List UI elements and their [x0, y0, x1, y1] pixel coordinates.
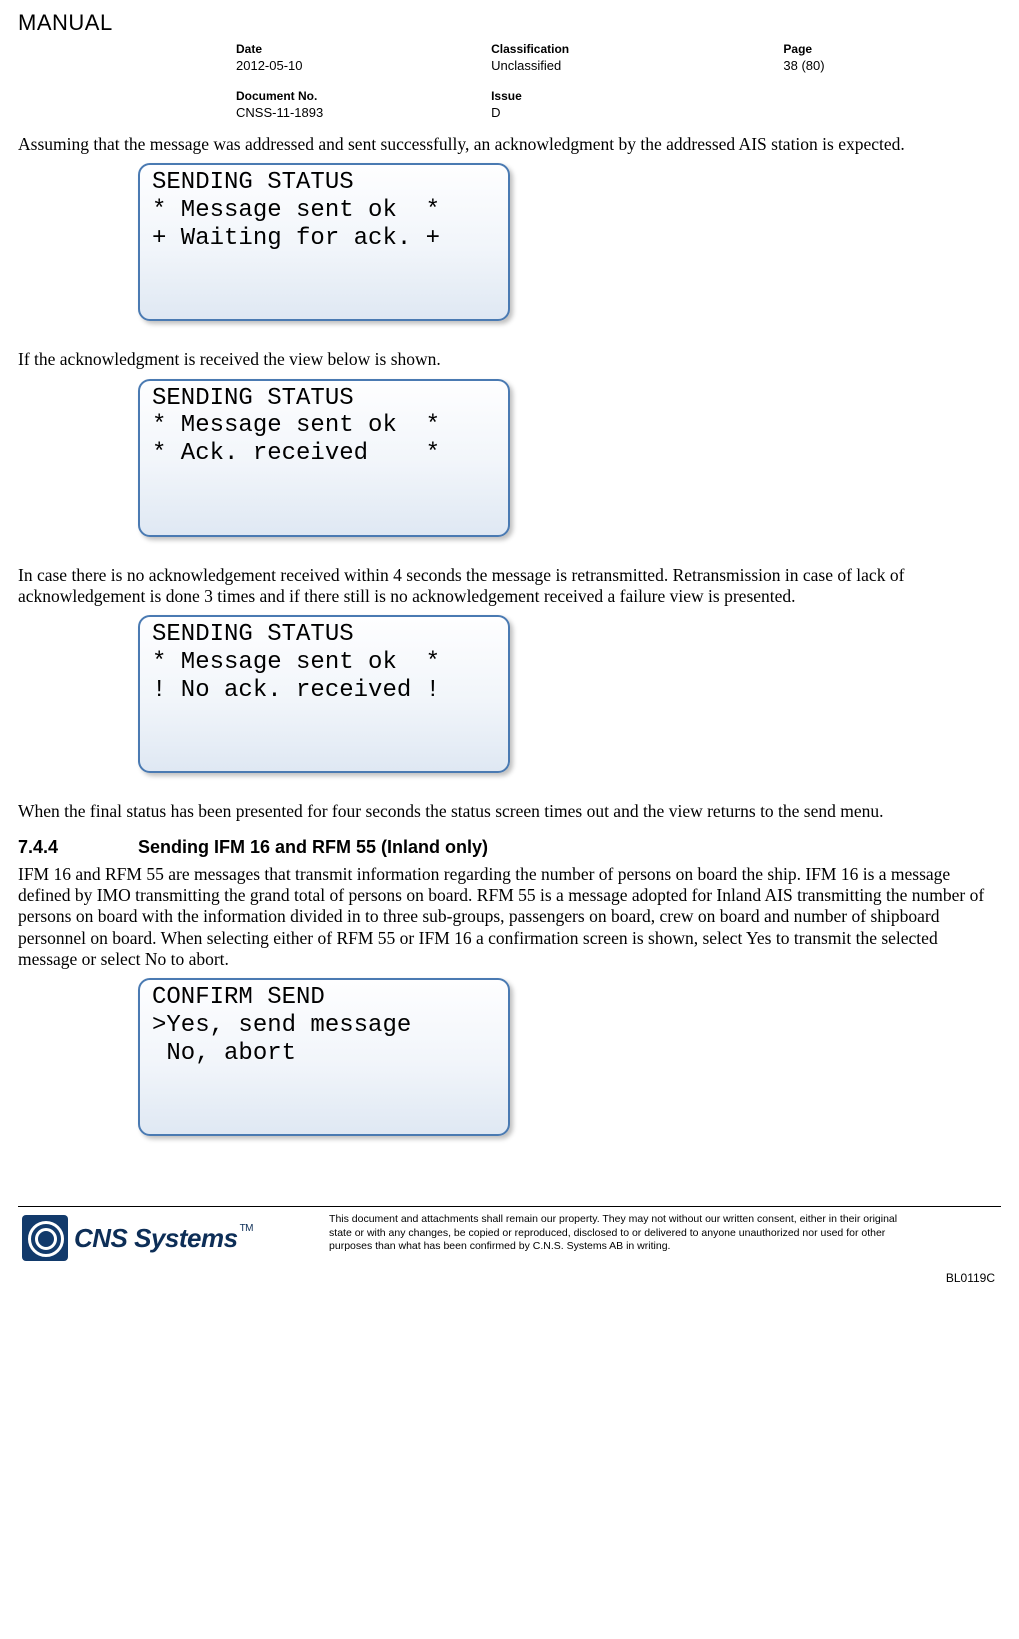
date-label: Date [236, 42, 491, 58]
section-number: 7.4.4 [18, 837, 138, 858]
section-title: Sending IFM 16 and RFM 55 (Inland only) [138, 837, 488, 858]
date-value: 2012-05-10 [236, 58, 491, 75]
lcd-screen-waiting-ack: SENDING STATUS * Message sent ok * + Wai… [138, 163, 510, 321]
document-no-value: CNSS-11-1893 [236, 105, 491, 122]
company-logo: CNS SystemsTM [18, 1213, 257, 1263]
page-footer: CNS SystemsTM This document and attachme… [18, 1213, 1001, 1269]
paragraph-no-ack: In case there is no acknowledgement rece… [18, 565, 1001, 608]
paragraph-ack-received: If the acknowledgment is received the vi… [18, 349, 1001, 370]
footer-document-code: BL0119C [18, 1269, 1001, 1295]
document-no-label: Document No. [236, 75, 491, 105]
logo-icon [22, 1215, 68, 1261]
footer-separator [18, 1206, 1001, 1207]
issue-value: D [491, 105, 783, 122]
lcd-screen-ack-received: SENDING STATUS * Message sent ok * * Ack… [138, 379, 510, 537]
trademark-symbol: TM [240, 1223, 253, 1234]
page-value: 38 (80) [783, 58, 996, 75]
paragraph-ifm-rfm: IFM 16 and RFM 55 are messages that tran… [18, 864, 1001, 971]
paragraph-timeout: When the final status has been presented… [18, 801, 1001, 822]
page-label: Page [783, 42, 996, 58]
footer-legal-text: This document and attachments shall rema… [329, 1213, 919, 1252]
classification-label: Classification [491, 42, 783, 58]
lcd-screen-no-ack: SENDING STATUS * Message sent ok * ! No … [138, 615, 510, 773]
header-metadata: Date Classification Page 2012-05-10 Uncl… [236, 42, 996, 122]
lcd-screen-confirm-send: CONFIRM SEND >Yes, send message No, abor… [138, 978, 510, 1136]
paragraph-intro: Assuming that the message was addressed … [18, 134, 1001, 155]
issue-label: Issue [491, 75, 783, 105]
classification-value: Unclassified [491, 58, 783, 75]
document-type: MANUAL [18, 10, 1001, 36]
logo-text: CNS SystemsTM [74, 1223, 253, 1254]
